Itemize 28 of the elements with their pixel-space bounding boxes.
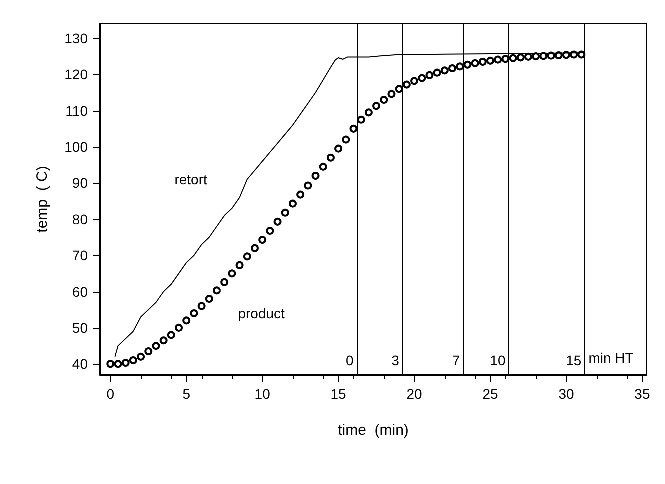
y-tick-label: 60 [72,284,88,300]
x-tick-label: 10 [254,386,271,402]
y-tick-label: 110 [66,102,88,119]
annotation: 3 [392,352,400,369]
text: retort [174,172,208,188]
annotation: 10 [490,352,506,369]
y-tick-label: 120 [64,66,88,83]
y-tick-label: 100 [64,139,88,156]
x-tick-label: 35 [634,386,650,402]
x-axis-title: time (min) [338,422,409,439]
y-tick-label: 70 [72,248,88,264]
x-tick-label: 5 [182,386,191,402]
annotation: min HT [588,350,634,366]
y-tick-label: 40 [72,356,88,372]
annotation: 0 [346,352,354,369]
y-tick-label: 80 [72,211,88,228]
y-tick-label: 50 [72,320,88,336]
x-tick-label: 0 [106,386,115,402]
annotation: 7 [452,352,460,369]
x-tick-label: 20 [406,386,423,402]
x-tick-label: 15 [330,386,347,402]
y-tick-label: 130 [64,30,88,46]
annotation: 15 [566,352,582,369]
y-axis-title: temp ( C) [34,166,51,233]
x-tick-label: 30 [558,386,574,402]
series-label: product [238,305,286,322]
y-tick-label: 90 [72,175,88,192]
x-tick-label: 25 [482,386,498,402]
